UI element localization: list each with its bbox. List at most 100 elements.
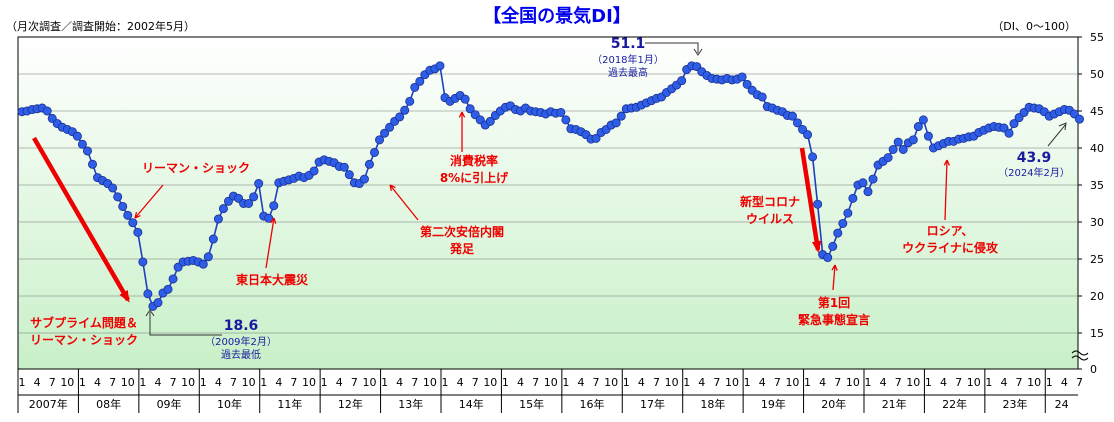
month-tick-label: 4	[759, 376, 766, 389]
month-tick-label: 1	[562, 376, 569, 389]
annotation-earthquake: 東日本大震災	[236, 272, 309, 287]
month-tick-label: 1	[502, 376, 509, 389]
series-di	[17, 61, 1084, 311]
annotation-russia: ロシア、	[927, 224, 974, 238]
data-point	[808, 152, 818, 162]
data-point	[485, 116, 495, 126]
data-point	[375, 135, 385, 145]
month-tick-label: 4	[215, 376, 222, 389]
data-point	[123, 210, 133, 220]
data-point	[113, 192, 123, 202]
annotation-abe-cabinet: 第二次安倍内閣	[420, 224, 504, 239]
y-tick-label: 55	[1090, 31, 1104, 44]
month-tick-label: 7	[290, 376, 297, 389]
year-label: 11年	[277, 397, 302, 411]
data-point	[385, 122, 395, 132]
month-tick-label: 7	[713, 376, 720, 389]
data-point	[133, 227, 143, 237]
month-tick-label: 4	[34, 376, 41, 389]
latest-value-label: 43.9	[1017, 150, 1052, 166]
month-tick-label: 10	[483, 376, 497, 389]
data-point	[369, 147, 379, 157]
data-point	[344, 170, 354, 180]
year-label: 08年	[96, 397, 121, 411]
data-point	[838, 218, 848, 228]
data-point	[163, 284, 173, 294]
data-point	[128, 218, 138, 228]
y-tick-label: 50	[1090, 68, 1104, 81]
data-point	[792, 118, 802, 128]
year-label: 18年	[700, 397, 725, 411]
month-tick-label: 7	[532, 376, 539, 389]
y-tick-label: 15	[1090, 327, 1104, 340]
annotation-lehman: リーマン・ショック	[142, 161, 250, 175]
data-point	[823, 253, 833, 263]
data-point	[254, 179, 264, 189]
month-tick-label: 1	[260, 376, 267, 389]
y-axis: 0 15 20 25 30 35 40 45 50 55	[1071, 31, 1104, 376]
year-label: 24	[1055, 398, 1069, 411]
y-tick-label: 0	[1090, 363, 1097, 376]
data-point	[893, 137, 903, 147]
month-tick-label: 10	[785, 376, 799, 389]
month-tick-label: 1	[683, 376, 690, 389]
survey-note: （月次調査／調査開始：2002年5月）	[6, 19, 195, 33]
month-tick-label: 1	[925, 376, 932, 389]
data-point	[218, 204, 228, 214]
year-label: 09年	[157, 397, 182, 411]
data-point	[153, 298, 163, 308]
month-tick-label: 10	[967, 376, 981, 389]
data-point	[848, 193, 858, 203]
annotations: リーマン・ショックサブプライム問題＆リーマン・ショック東日本大震災第二次安倍内閣…	[30, 36, 1070, 361]
annotation-tax-hike: 消費税率	[450, 153, 498, 168]
month-tick-label: 10	[544, 376, 558, 389]
data-point	[813, 199, 823, 209]
data-point	[757, 92, 767, 102]
arrow-icon	[693, 48, 703, 56]
data-point	[108, 183, 118, 193]
month-tick-label: 4	[336, 376, 343, 389]
month-tick-label: 7	[230, 376, 237, 389]
arrow-icon	[270, 217, 277, 224]
month-tick-label: 1	[623, 376, 630, 389]
month-tick-label: 7	[955, 376, 962, 389]
month-tick-label: 1	[1046, 376, 1053, 389]
month-tick-label: 7	[653, 376, 660, 389]
data-point	[561, 115, 571, 125]
year-label: 14年	[459, 397, 484, 411]
data-point	[143, 289, 153, 299]
month-tick-label: 1	[321, 376, 328, 389]
month-tick-label: 4	[275, 376, 282, 389]
data-point	[828, 241, 838, 251]
month-tick-label: 4	[698, 376, 705, 389]
data-point	[888, 144, 898, 154]
data-point	[168, 274, 178, 284]
month-tick-label: 1	[200, 376, 207, 389]
month-tick-label: 7	[774, 376, 781, 389]
data-point	[883, 153, 893, 163]
max-value-label: 51.1	[611, 36, 646, 52]
year-label: 19年	[761, 397, 786, 411]
data-point	[1004, 128, 1014, 138]
data-point	[203, 252, 213, 262]
month-tick-label: 10	[1027, 376, 1041, 389]
month-tick-label: 10	[242, 376, 256, 389]
axis-break-icon	[1071, 350, 1089, 361]
y-tick-label: 35	[1090, 179, 1104, 192]
month-tick-label: 4	[154, 376, 161, 389]
unit-note: （DI、0～100）	[992, 20, 1076, 33]
arrow-icon	[811, 240, 822, 253]
month-tick-label: 1	[441, 376, 448, 389]
data-point	[87, 159, 97, 169]
data-point	[410, 82, 420, 92]
min-date-label: （2009年2月）	[205, 335, 277, 348]
month-tick-label: 1	[139, 376, 146, 389]
annotation-russia-2: ウクライナに侵攻	[902, 240, 999, 255]
month-tick-label: 10	[181, 376, 195, 389]
month-tick-label: 7	[109, 376, 116, 389]
data-point	[339, 162, 349, 172]
arrow-icon	[943, 159, 951, 166]
year-label: 2007年	[29, 397, 68, 411]
chart-title: 【全国の景気DI】	[483, 5, 631, 27]
